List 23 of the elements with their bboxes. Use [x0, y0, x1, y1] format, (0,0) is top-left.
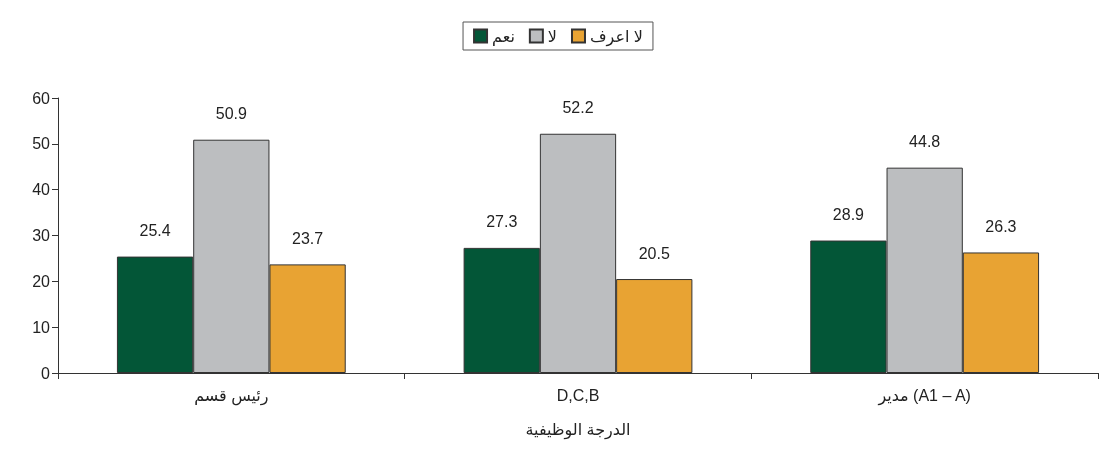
- data-label: 26.3: [985, 217, 1017, 235]
- legend-label: لا: [547, 27, 557, 45]
- y-tick-label: 30: [32, 227, 51, 244]
- x-axis-title: الدرجة الوظيفية: [525, 420, 631, 440]
- y-tick-label: 10: [32, 318, 51, 336]
- legend-label: لا اعرف: [589, 27, 643, 47]
- y-tick-label: 50: [32, 135, 51, 153]
- data-label: 23.7: [292, 229, 324, 247]
- x-tick-label: رئيس قسم: [194, 386, 269, 406]
- y-tick-label: 0: [41, 364, 51, 382]
- legend-label: نعم: [492, 27, 515, 46]
- data-label: 25.4: [139, 222, 171, 240]
- y-tick-label: 20: [32, 272, 51, 290]
- data-label: 27.3: [486, 213, 518, 231]
- data-label: 20.5: [638, 244, 670, 262]
- data-label: 50.9: [215, 105, 248, 123]
- x-tick-label: D,C,B: [556, 386, 600, 404]
- data-label: 52.2: [562, 99, 594, 117]
- x-tick-label: مدير (A1 – A): [877, 386, 971, 406]
- y-tick-label: 40: [32, 181, 51, 199]
- data-label: 28.9: [832, 206, 865, 224]
- y-tick-label: 60: [32, 89, 51, 107]
- data-label: 44.8: [909, 133, 941, 151]
